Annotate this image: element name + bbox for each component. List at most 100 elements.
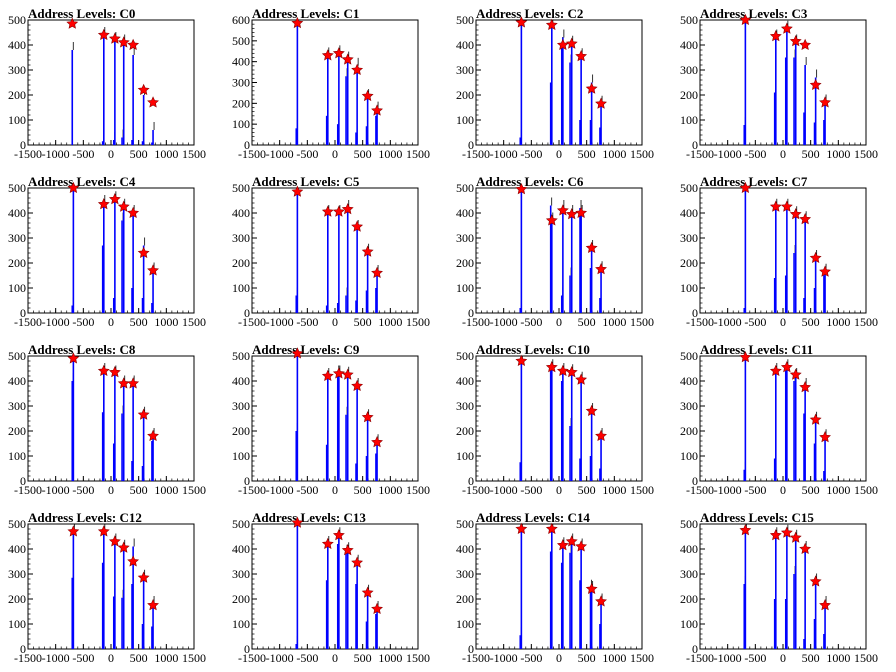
y-tick-label: 200 — [8, 424, 26, 438]
plot-frame — [251, 523, 419, 650]
plot-frame — [699, 523, 867, 650]
peak-marker — [67, 352, 80, 364]
x-tick-label: -500 — [520, 651, 542, 665]
plot-frame — [251, 355, 419, 482]
plot-frame — [475, 355, 643, 482]
chart-panel-c12: Address Levels: C12 0 100 200 300 400 500 -1500… — [0, 504, 224, 672]
y-tick-label: 0 — [244, 138, 250, 152]
plot-frame — [27, 523, 195, 650]
peak-marker — [769, 529, 782, 541]
y-tick-label: 500 — [232, 181, 250, 195]
x-tick-label: 1000 — [378, 483, 402, 497]
y-tick-label: 400 — [680, 374, 698, 388]
y-tick-label: 300 — [680, 399, 698, 413]
peak-marker — [585, 404, 598, 417]
peak-marker — [137, 408, 150, 420]
peak-marker — [332, 367, 345, 379]
x-tick-label: 0 — [332, 483, 338, 497]
peak-marker — [809, 575, 822, 587]
y-tick-label: 500 — [8, 349, 26, 363]
peak-marker — [789, 208, 802, 220]
y-tick-label: 400 — [456, 206, 474, 220]
plot-frame — [475, 523, 643, 650]
x-tick-label: 1000 — [826, 147, 850, 161]
y-tick-label: 0 — [244, 642, 250, 656]
y-tick-label: 300 — [8, 231, 26, 245]
peak-marker — [739, 13, 752, 26]
chart-plot: 0 100 200 300 400 500 -1500 -1000 -500 0 500 1000 15… — [8, 181, 206, 329]
chart-plot: 0 100 200 300 400 500 -1500 -1000 -500 0 500 1000 15… — [8, 517, 206, 665]
peak-marker — [515, 16, 528, 28]
y-tick-label: 300 — [680, 63, 698, 77]
x-tick-label: 500 — [578, 651, 596, 665]
x-tick-label: 500 — [578, 483, 596, 497]
x-tick-label: 1000 — [602, 315, 626, 329]
y-tick-label: 300 — [232, 567, 250, 581]
y-tick-label: 200 — [456, 424, 474, 438]
y-tick-label: 400 — [680, 542, 698, 556]
y-tick-label: 100 — [232, 449, 250, 463]
y-tick-label: 200 — [680, 592, 698, 606]
x-tick-label: -1000 — [714, 483, 742, 497]
plot-frame — [699, 355, 867, 482]
x-tick-label: 1000 — [154, 147, 178, 161]
x-tick-label: -1000 — [490, 147, 518, 161]
peak-marker — [127, 377, 140, 389]
peak-marker — [117, 541, 130, 553]
x-tick-label: 500 — [354, 147, 372, 161]
x-tick-label: 500 — [130, 147, 148, 161]
plot-frame — [27, 187, 195, 314]
peak-marker — [739, 351, 752, 363]
peak-marker — [108, 32, 121, 44]
peak-marker — [147, 599, 159, 611]
chart-panel-c15: Address Levels: C15 0 100 200 300 400 500 -1500… — [672, 504, 896, 672]
y-tick-label: 0 — [244, 474, 250, 488]
x-tick-label: 1000 — [154, 651, 178, 665]
y-tick-label: 300 — [232, 399, 250, 413]
chart-plot: 0 100 200 300 400 500 -1500 -1000 -500 0 500 1000 15… — [232, 516, 430, 665]
chart-title: Address Levels: C4 — [28, 174, 136, 189]
chart-title: Address Levels: C14 — [476, 510, 590, 525]
chart-plot: 0 100 200 300 400 500 -1500 -1000 -500 0 500 1000 15… — [232, 181, 430, 329]
x-tick-label: 0 — [108, 147, 114, 161]
peak-marker — [321, 537, 334, 550]
plot-frame — [475, 19, 643, 146]
peak-marker — [361, 89, 374, 102]
y-tick-label: 300 — [456, 63, 474, 77]
peak-marker — [819, 431, 831, 443]
peak-marker — [799, 381, 812, 393]
y-tick-label: 0 — [468, 138, 474, 152]
y-tick-label: 400 — [680, 206, 698, 220]
y-tick-label: 200 — [8, 88, 26, 102]
peak-marker — [341, 544, 354, 556]
y-tick-label: 100 — [680, 449, 698, 463]
chart-title: Address Levels: C3 — [700, 6, 808, 21]
y-tick-label: 300 — [456, 567, 474, 581]
x-tick-label: 500 — [802, 147, 820, 161]
x-tick-label: -1000 — [42, 147, 70, 161]
y-tick-label: 400 — [680, 38, 698, 52]
x-tick-label: -500 — [72, 651, 94, 665]
peak-marker — [739, 524, 752, 536]
peak-marker — [137, 246, 150, 259]
peak-marker — [351, 220, 364, 232]
y-tick-label: 500 — [456, 349, 474, 363]
peak-marker — [809, 78, 822, 91]
x-tick-label: -500 — [296, 147, 318, 161]
y-tick-label: 200 — [680, 256, 698, 270]
x-tick-label: 1500 — [630, 147, 654, 161]
x-tick-label: -1500 — [238, 483, 266, 497]
x-tick-label: 0 — [780, 147, 786, 161]
peak-marker — [108, 366, 121, 378]
x-tick-label: 1000 — [378, 651, 402, 665]
peak-marker — [321, 49, 334, 61]
y-tick-label: 0 — [692, 306, 698, 320]
x-tick-label: 1000 — [378, 147, 402, 161]
peak-marker — [127, 38, 140, 51]
x-tick-label: 500 — [354, 315, 372, 329]
plot-frame — [699, 187, 867, 314]
chart-panel-c2: Address Levels: C2 0 100 200 300 400 500 -1500-… — [448, 0, 672, 168]
chart-title: Address Levels: C8 — [28, 342, 136, 357]
x-tick-label: -1500 — [686, 315, 714, 329]
x-tick-label: 1000 — [154, 483, 178, 497]
